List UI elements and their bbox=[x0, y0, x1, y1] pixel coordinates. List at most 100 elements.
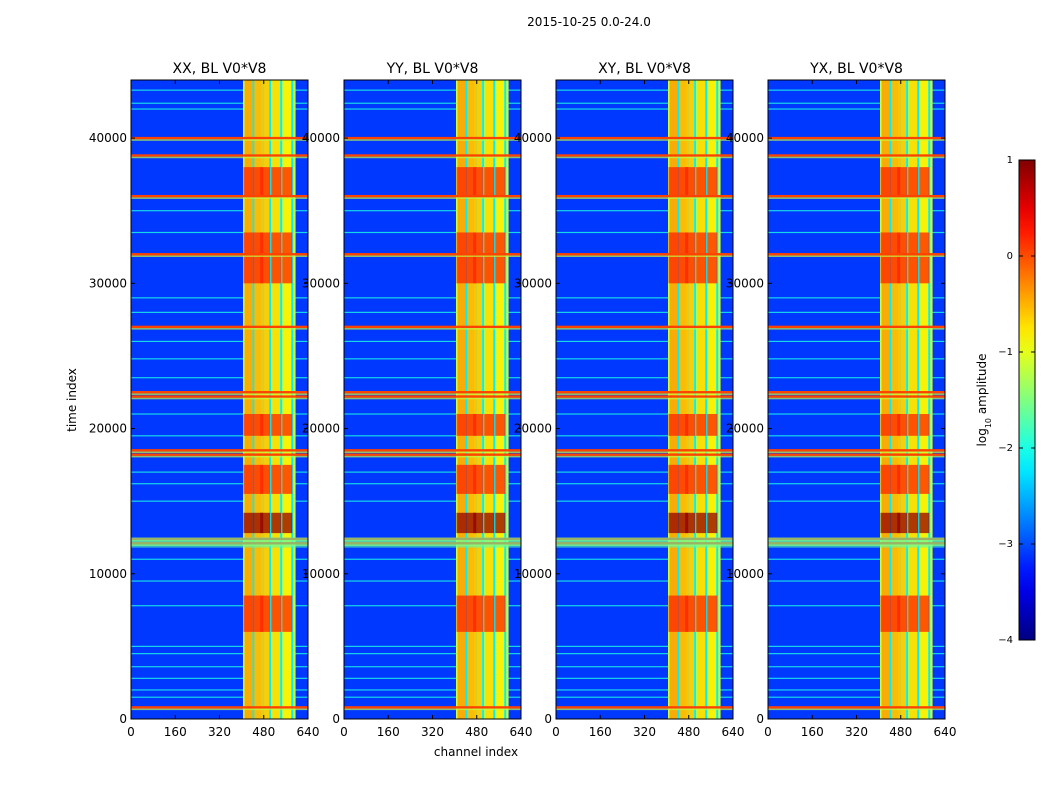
minor-time-line bbox=[131, 580, 308, 582]
hot-spot bbox=[919, 232, 930, 284]
rfi-strip bbox=[344, 537, 521, 548]
x-tick-label: 0 bbox=[764, 725, 772, 739]
hot-spot bbox=[908, 512, 919, 534]
hot-spot bbox=[253, 464, 264, 494]
rfi-line bbox=[768, 706, 945, 709]
minor-time-line bbox=[344, 340, 521, 343]
minor-time-line bbox=[131, 677, 308, 679]
band-stripe-gap bbox=[280, 80, 283, 719]
y-tick-label: 30000 bbox=[89, 276, 127, 290]
minor-time-line bbox=[131, 413, 308, 415]
minor-time-line bbox=[556, 653, 733, 655]
minor-time-line bbox=[768, 340, 945, 343]
hot-spot bbox=[890, 414, 901, 436]
hot-spot bbox=[897, 167, 908, 197]
band-stripe-gap bbox=[677, 80, 680, 719]
rfi-line bbox=[768, 194, 945, 198]
rfi-line-edge bbox=[344, 156, 521, 159]
hot-spot bbox=[668, 512, 679, 534]
band-stripe-gap bbox=[504, 80, 507, 719]
hot-spot bbox=[253, 414, 264, 436]
minor-time-line bbox=[768, 500, 945, 502]
rfi-line bbox=[556, 136, 733, 140]
hot-spot bbox=[466, 464, 477, 494]
hot-spot bbox=[707, 464, 718, 494]
rfi-line-edge bbox=[768, 156, 945, 159]
minor-time-line bbox=[131, 297, 308, 299]
hot-spot bbox=[897, 512, 908, 534]
hot-spot bbox=[253, 595, 264, 632]
rfi-line bbox=[344, 453, 521, 456]
x-tick-label: 160 bbox=[589, 725, 612, 739]
panel-xx: XX, BL V0*V8 0 160 320 480 640 0 10000 20000 3000… bbox=[89, 61, 320, 739]
y-tick-label: 10000 bbox=[302, 567, 340, 581]
minor-time-line bbox=[768, 102, 945, 104]
minor-time-line bbox=[344, 358, 521, 360]
rfi-line bbox=[344, 253, 521, 256]
minor-time-line bbox=[768, 677, 945, 679]
band-stripe-gap bbox=[482, 80, 485, 719]
hot-spot bbox=[282, 232, 293, 284]
rfi-line-edge bbox=[768, 397, 945, 400]
x-tick-label: 480 bbox=[465, 725, 488, 739]
panel-title: YY, BL V0*V8 bbox=[386, 61, 479, 77]
band-stripe-gap bbox=[928, 80, 931, 719]
minor-time-line bbox=[768, 311, 945, 313]
y-tick-label: 30000 bbox=[302, 276, 340, 290]
hot-spot bbox=[678, 595, 689, 632]
rfi-line-edge bbox=[556, 451, 733, 454]
band-stripe bbox=[457, 80, 466, 719]
minor-time-line bbox=[131, 645, 308, 647]
rfi-line bbox=[344, 449, 521, 452]
minor-time-line bbox=[556, 435, 733, 437]
band-stripe bbox=[697, 80, 706, 719]
x-tick-label: 480 bbox=[677, 725, 700, 739]
y-axis-label: time index bbox=[65, 368, 79, 432]
band-stripe bbox=[254, 80, 263, 719]
band-stripe bbox=[474, 80, 483, 719]
rfi-line bbox=[768, 154, 945, 157]
x-tick-label: 0 bbox=[127, 725, 135, 739]
rfi-line bbox=[768, 325, 945, 329]
colorbar-label: log10 amplitude bbox=[975, 354, 993, 447]
minor-time-line bbox=[344, 231, 521, 234]
minor-time-line bbox=[556, 558, 733, 560]
panel-title: YX, BL V0*V8 bbox=[809, 61, 903, 77]
minor-time-line bbox=[344, 297, 521, 299]
hot-spot bbox=[282, 595, 293, 632]
minor-time-line bbox=[131, 377, 308, 379]
hot-spot bbox=[696, 414, 707, 436]
minor-time-line bbox=[768, 210, 945, 212]
heatmap-image bbox=[344, 80, 521, 719]
band-stripe-gap bbox=[291, 80, 294, 719]
minor-time-line bbox=[556, 666, 733, 668]
hot-spot bbox=[253, 232, 264, 284]
minor-time-line bbox=[344, 677, 521, 679]
rfi-line-edge bbox=[556, 397, 733, 400]
minor-time-line bbox=[556, 210, 733, 212]
rfi-line-edge bbox=[556, 139, 733, 141]
band-stripe bbox=[467, 80, 476, 719]
rfi-line bbox=[131, 449, 308, 452]
x-tick-label: 160 bbox=[801, 725, 824, 739]
hot-spot bbox=[919, 512, 930, 534]
rfi-line bbox=[131, 706, 308, 709]
rfi-line-edge bbox=[344, 197, 521, 199]
hot-spot bbox=[484, 414, 495, 436]
hot-spot bbox=[880, 167, 891, 197]
hot-spot bbox=[890, 512, 901, 534]
hot-spot bbox=[243, 167, 254, 197]
rfi-line bbox=[131, 154, 308, 157]
y-tick-label: 30000 bbox=[514, 276, 552, 290]
hot-spot bbox=[271, 464, 282, 494]
hot-spot bbox=[243, 512, 254, 534]
minor-time-line bbox=[344, 435, 521, 437]
rfi-line-edge bbox=[344, 393, 521, 395]
minor-time-line bbox=[344, 89, 521, 91]
band-stripe-gap bbox=[716, 80, 719, 719]
rfi-line-edge bbox=[768, 708, 945, 711]
rfi-line bbox=[131, 253, 308, 256]
rfi-line-edge bbox=[344, 397, 521, 400]
colorbar-tick-label: 0 bbox=[1007, 251, 1013, 262]
